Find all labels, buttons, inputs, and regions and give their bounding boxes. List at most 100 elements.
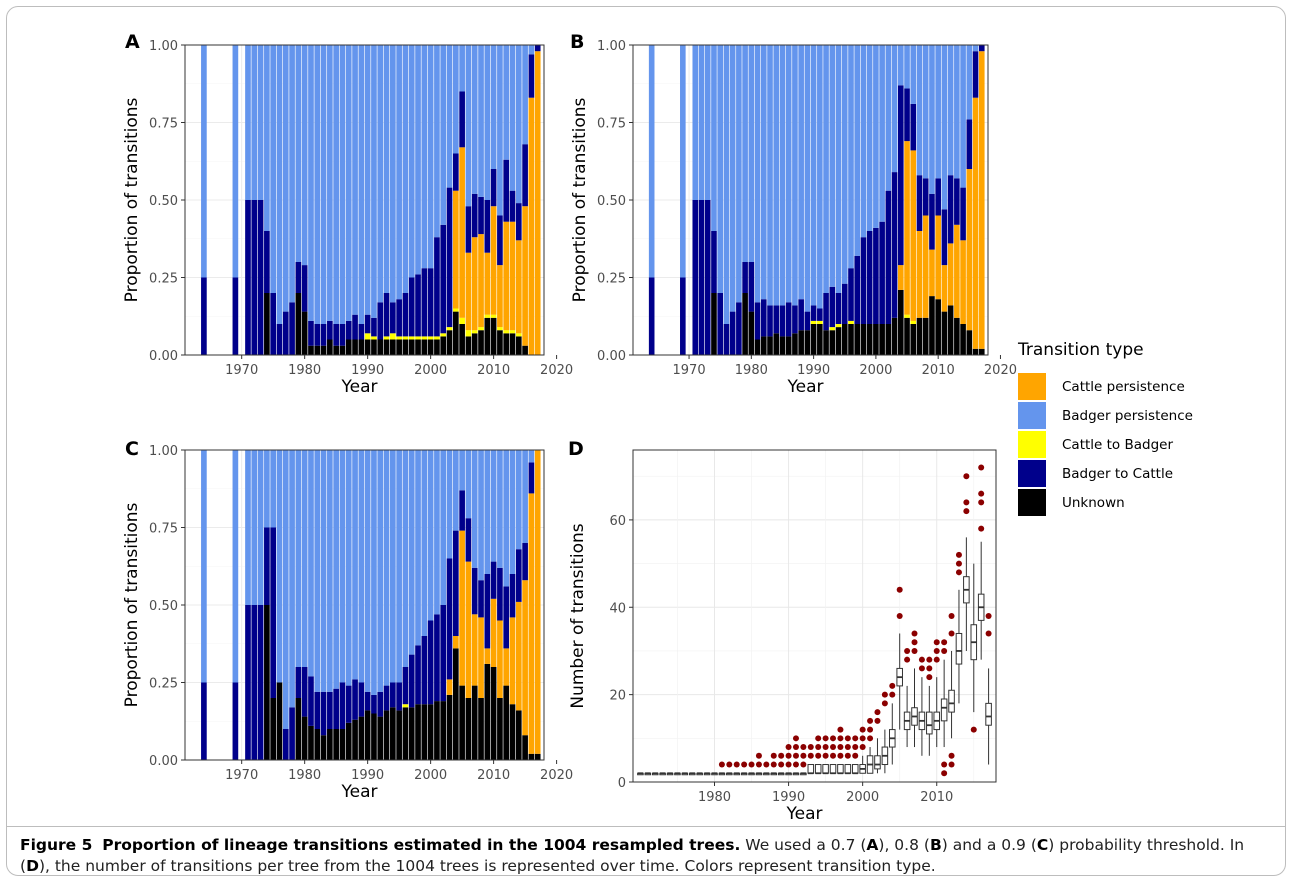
outlier-point xyxy=(948,752,955,759)
legend-label: Cattle persistence xyxy=(1062,378,1185,395)
bar-segment xyxy=(301,45,308,266)
bar-segment xyxy=(390,333,396,340)
outlier-point xyxy=(815,744,822,751)
bar-segment xyxy=(339,682,346,729)
bar-segment xyxy=(371,45,377,318)
bar-segment xyxy=(910,103,917,151)
bar-segment xyxy=(314,691,321,729)
bar-segment xyxy=(534,45,541,52)
bar-segment xyxy=(333,729,339,760)
bar-segment xyxy=(396,339,402,355)
bar-segment xyxy=(490,169,497,207)
bar-segment xyxy=(396,710,402,760)
bar-segment xyxy=(440,605,447,702)
outlier-point xyxy=(792,752,799,759)
bar-segment xyxy=(446,694,453,760)
bar-segment xyxy=(823,330,829,355)
x-tick-label: 2000 xyxy=(414,768,447,783)
outlier-point xyxy=(881,700,888,707)
bar-segment xyxy=(396,336,402,340)
outlier-point xyxy=(807,752,814,759)
bar-segment xyxy=(327,45,333,321)
x-tick-label: 1970 xyxy=(673,363,706,378)
bar-segment xyxy=(383,339,390,355)
bar-segment xyxy=(421,45,428,269)
bar-segment xyxy=(478,327,484,331)
bar-segment xyxy=(497,620,503,698)
bar-segment xyxy=(773,333,780,355)
bar-segment xyxy=(301,311,308,355)
bar-segment xyxy=(264,231,270,293)
bar-segment xyxy=(484,314,491,318)
outlier-point xyxy=(830,744,837,751)
bar-segment xyxy=(879,45,885,222)
bar-segment xyxy=(910,324,917,355)
bar-segment xyxy=(534,51,541,355)
outlier-point xyxy=(963,499,970,506)
bar-segment xyxy=(929,249,935,297)
bar-segment xyxy=(333,450,339,689)
bar-segment xyxy=(289,707,295,760)
bar-segment xyxy=(390,707,396,760)
bar-segment xyxy=(648,277,655,355)
bar-segment xyxy=(528,450,535,463)
y-tick-label: 0.25 xyxy=(149,677,178,692)
bar-segment xyxy=(885,324,892,355)
bar-segment xyxy=(528,493,535,754)
bar-segment xyxy=(320,345,327,355)
panel-c-chart: 0.00 0.25 0.50 0.75 1.00 1970 1980 1990 2000 2010… xyxy=(122,438,573,802)
box xyxy=(948,689,955,713)
bar-segment xyxy=(503,333,510,355)
legend-label: Unknown xyxy=(1062,494,1125,511)
bar-segment xyxy=(785,336,792,355)
bar-segment xyxy=(352,719,358,760)
x-tick-label: 1990 xyxy=(351,363,384,378)
bar-segment xyxy=(767,305,773,337)
bar-segment xyxy=(402,45,409,293)
bar-segment xyxy=(478,196,484,235)
bar-segment xyxy=(327,339,333,355)
bar-segment xyxy=(698,45,705,200)
bar-segment xyxy=(898,85,904,266)
bar-segment xyxy=(922,178,929,216)
outlier-point xyxy=(941,770,948,777)
bar-segment xyxy=(402,704,409,708)
bar-segment xyxy=(270,45,277,293)
bar-segment xyxy=(289,450,295,708)
bar-segment xyxy=(810,320,817,324)
bar-segment xyxy=(490,450,497,562)
bar-segment xyxy=(522,735,528,760)
bar-segment xyxy=(478,698,484,760)
caption-ref-d: D xyxy=(26,857,39,875)
bar-segment xyxy=(848,268,854,321)
bar-segment xyxy=(471,333,478,355)
bar-segment xyxy=(929,45,935,194)
x-tick-label: 1990 xyxy=(797,363,830,378)
bar-segment xyxy=(440,450,447,605)
bar-segment xyxy=(345,450,352,686)
bar-segment xyxy=(484,450,491,574)
legend-key xyxy=(1018,431,1046,458)
legend-item: Cattle to Badger xyxy=(1018,430,1193,459)
bar-segment xyxy=(854,324,861,355)
y-tick-label: 0.75 xyxy=(149,117,178,132)
bar-segment xyxy=(835,293,842,324)
bar-segment xyxy=(885,190,892,324)
bar-segment xyxy=(947,175,954,244)
bar-segment xyxy=(478,234,484,328)
outlier-point xyxy=(852,752,859,759)
bar-segment xyxy=(723,324,730,355)
outlier-point xyxy=(792,735,799,742)
bar-segment xyxy=(402,293,409,337)
bar-segment xyxy=(295,45,302,262)
bar-segment xyxy=(201,682,207,760)
bar-segment xyxy=(434,614,440,702)
outlier-point xyxy=(822,744,829,751)
bar-segment xyxy=(201,450,207,683)
bar-segment xyxy=(390,682,396,708)
outlier-point xyxy=(904,647,911,654)
x-tick-label: 1980 xyxy=(698,790,731,805)
bar-segment xyxy=(345,320,352,340)
bar-segment xyxy=(879,324,885,355)
bar-segment xyxy=(308,45,314,321)
